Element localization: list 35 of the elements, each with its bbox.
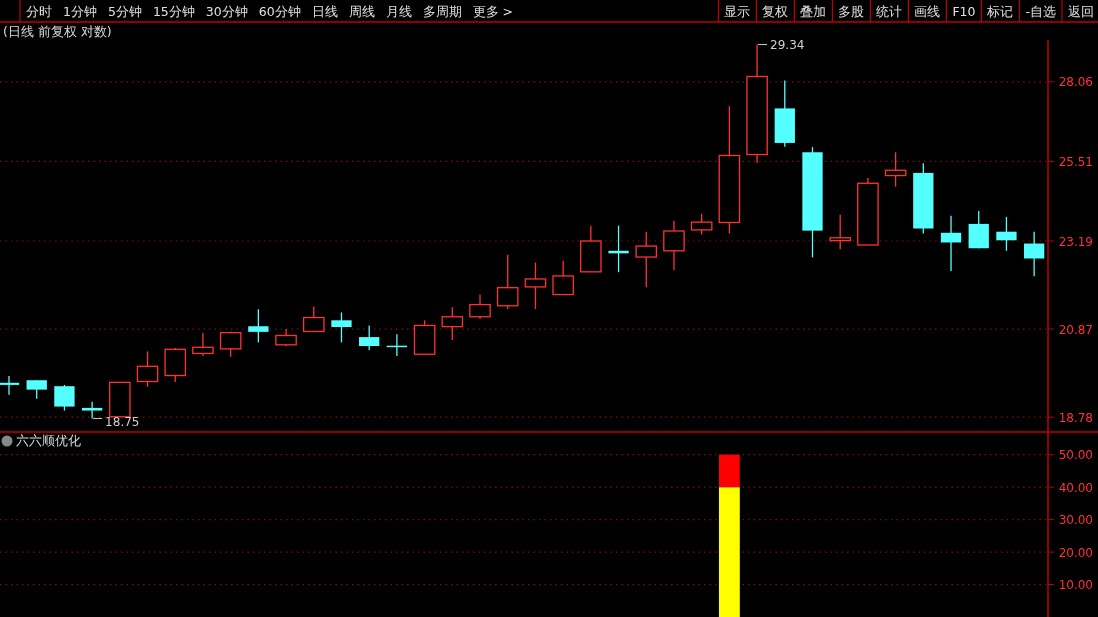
text: 1分钟 — [63, 4, 97, 19]
y-tick-label: 10.00 — [1058, 578, 1093, 593]
chart-title: 六六顺优化 — [16, 433, 81, 448]
text: 日线 — [311, 4, 338, 19]
text: 返回 — [1068, 4, 1094, 19]
text: 叠加 — [800, 4, 827, 19]
text: -自选 — [1025, 4, 1056, 19]
text: 更多 > — [472, 4, 514, 19]
annotation: 18.75 — [105, 414, 140, 429]
text: 5分钟 — [107, 4, 142, 19]
y-tick-label: 30.00 — [1058, 513, 1093, 528]
y-tick-label: 25.51 — [1058, 154, 1093, 169]
text: 统计 — [876, 4, 903, 19]
text: 分时 — [26, 4, 52, 19]
y-tick-label: 50.00 — [1058, 448, 1093, 463]
text: 60分钟 — [258, 4, 301, 19]
text: 显示 — [724, 4, 751, 19]
text: 多周期 — [422, 4, 462, 19]
text: 多股 — [838, 4, 865, 19]
text: 周线 — [348, 4, 375, 19]
y-tick-label: 20.87 — [1058, 322, 1093, 337]
y-tick-label: 40.00 — [1058, 480, 1093, 495]
chart-title: (日线 前复权 对数) — [3, 24, 112, 39]
y-tick-label: 18.78 — [1058, 410, 1093, 425]
text: F10 — [952, 4, 976, 19]
text: 月线 — [385, 4, 412, 19]
text: 标记 — [986, 4, 1014, 19]
text: 复权 — [762, 4, 789, 19]
y-tick-label: 23.19 — [1058, 234, 1093, 249]
y-tick-label: 20.00 — [1058, 545, 1093, 560]
text: 15分钟 — [152, 4, 195, 19]
text: 30分钟 — [205, 4, 248, 19]
y-tick-label: 28.06 — [1058, 75, 1093, 90]
text: 画线 — [914, 4, 941, 19]
annotation: 29.34 — [770, 37, 805, 52]
